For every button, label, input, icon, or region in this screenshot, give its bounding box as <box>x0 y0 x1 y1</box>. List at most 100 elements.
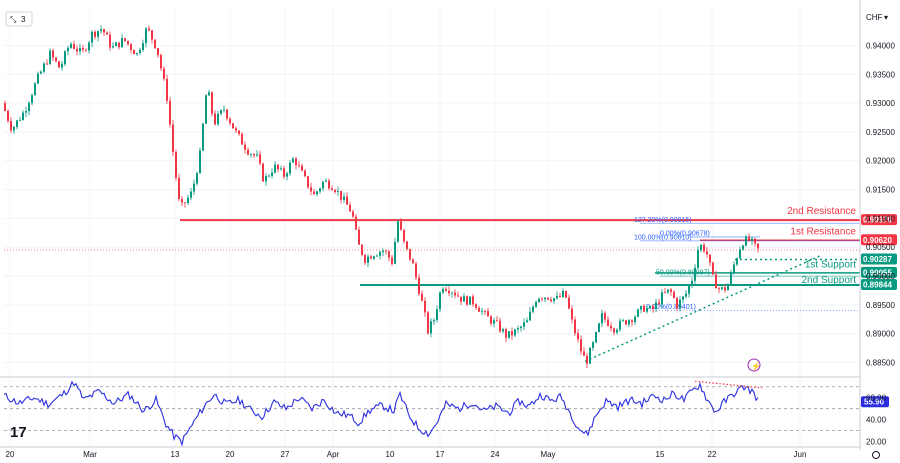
candle-body <box>568 297 570 309</box>
candle-body <box>106 32 108 35</box>
candle-body <box>508 331 510 338</box>
rsi-divergence-line <box>694 380 763 389</box>
candle-body <box>562 290 564 297</box>
candle-body <box>487 311 489 317</box>
x-tick-label: 13 <box>171 450 180 459</box>
candle-body <box>40 71 42 74</box>
candle-body <box>373 256 375 259</box>
top-left-badge[interactable]: ⤡ 3 <box>5 11 33 27</box>
candle-body <box>202 123 204 151</box>
candle-body <box>547 297 549 300</box>
candle-body <box>682 296 684 300</box>
candle-body <box>235 128 237 131</box>
candle-body <box>532 306 534 312</box>
candle-body <box>154 39 156 49</box>
currency-label[interactable]: CHF ▾ <box>866 13 888 22</box>
candle-body <box>586 355 588 364</box>
candle-body <box>592 342 594 348</box>
alert-icon[interactable]: ⚡ <box>747 358 761 372</box>
candle-body <box>694 267 696 281</box>
candle-body <box>526 320 528 323</box>
fib-label: 100.00%(0.90610) <box>634 234 692 241</box>
candle-body <box>178 177 180 199</box>
candle-body <box>262 163 264 182</box>
candle-body <box>259 154 261 164</box>
candle-body <box>70 43 72 48</box>
x-tick-label: 22 <box>708 450 717 459</box>
candle-body <box>502 329 504 332</box>
candle-body <box>184 202 186 204</box>
candle-body <box>733 264 735 273</box>
candle-body <box>607 319 609 326</box>
y-tick-label: 0.91000 <box>866 214 895 223</box>
candle-body <box>439 292 441 310</box>
y-tick-label: 0.93500 <box>866 70 895 79</box>
candle-body <box>754 238 756 244</box>
currency-text: CHF <box>866 13 883 22</box>
y-tick-label: 0.90000 <box>866 272 895 281</box>
rsi-panel: 55.90 <box>3 380 889 447</box>
candle-body <box>505 329 507 338</box>
candle-body <box>181 198 183 203</box>
candle-body <box>472 296 474 305</box>
candle-body <box>85 49 87 51</box>
x-tick-label: Apr <box>327 450 340 459</box>
candle-body <box>130 44 132 50</box>
candle-body <box>136 52 138 55</box>
candle-body <box>310 187 312 192</box>
candle-body <box>670 289 672 292</box>
candle-body <box>430 321 432 334</box>
candle-body <box>325 180 327 182</box>
candle-body <box>742 245 744 250</box>
candle-body <box>598 323 600 332</box>
candle-body <box>517 328 519 330</box>
candle-body <box>160 55 162 69</box>
candle-body <box>304 170 306 177</box>
candle-body <box>625 320 627 325</box>
candle-body <box>13 126 15 131</box>
sr-label: 1st Support <box>805 259 856 270</box>
candle-body <box>436 309 438 321</box>
candle-body <box>616 329 618 333</box>
candle-body <box>595 331 597 343</box>
candle-body <box>283 168 285 177</box>
sr-price-tag-text: 0.89844 <box>863 281 892 290</box>
candle-body <box>193 183 195 192</box>
candle-body <box>748 236 750 241</box>
candle-body <box>655 302 657 310</box>
candle-body <box>118 42 120 48</box>
sr-price-tag-text: 0.90970 <box>863 216 892 225</box>
candle-body <box>100 29 102 32</box>
candle-body <box>229 118 231 124</box>
candle-body <box>211 92 213 114</box>
candle-body <box>142 43 144 50</box>
candle-body <box>745 236 747 246</box>
candle-body <box>274 164 276 173</box>
candle-body <box>394 241 396 264</box>
candle-body <box>718 288 720 290</box>
candle-body <box>628 320 630 325</box>
sr-price-tag <box>861 214 897 226</box>
candle-body <box>307 176 309 188</box>
candle-body <box>643 305 645 312</box>
candle-body <box>481 310 483 312</box>
candle-body <box>232 123 234 129</box>
candle-body <box>604 313 606 320</box>
candle-body <box>124 38 126 41</box>
candle-body <box>406 241 408 249</box>
candle-body <box>703 244 705 252</box>
x-tick-label: 27 <box>281 450 290 459</box>
rsi-tick-label: 40.00 <box>866 416 887 425</box>
candle-body <box>22 112 24 120</box>
chevron-down-icon: ▾ <box>884 13 888 22</box>
candle-body <box>433 320 435 322</box>
candle-body <box>346 196 348 205</box>
candle-body <box>499 320 501 332</box>
settings-icon[interactable] <box>872 451 880 459</box>
candle-body <box>256 154 258 156</box>
y-tick-label: 0.89500 <box>866 301 895 310</box>
x-tick-label: 17 <box>436 450 445 459</box>
candle-body <box>688 285 690 294</box>
candle-body <box>145 28 147 44</box>
